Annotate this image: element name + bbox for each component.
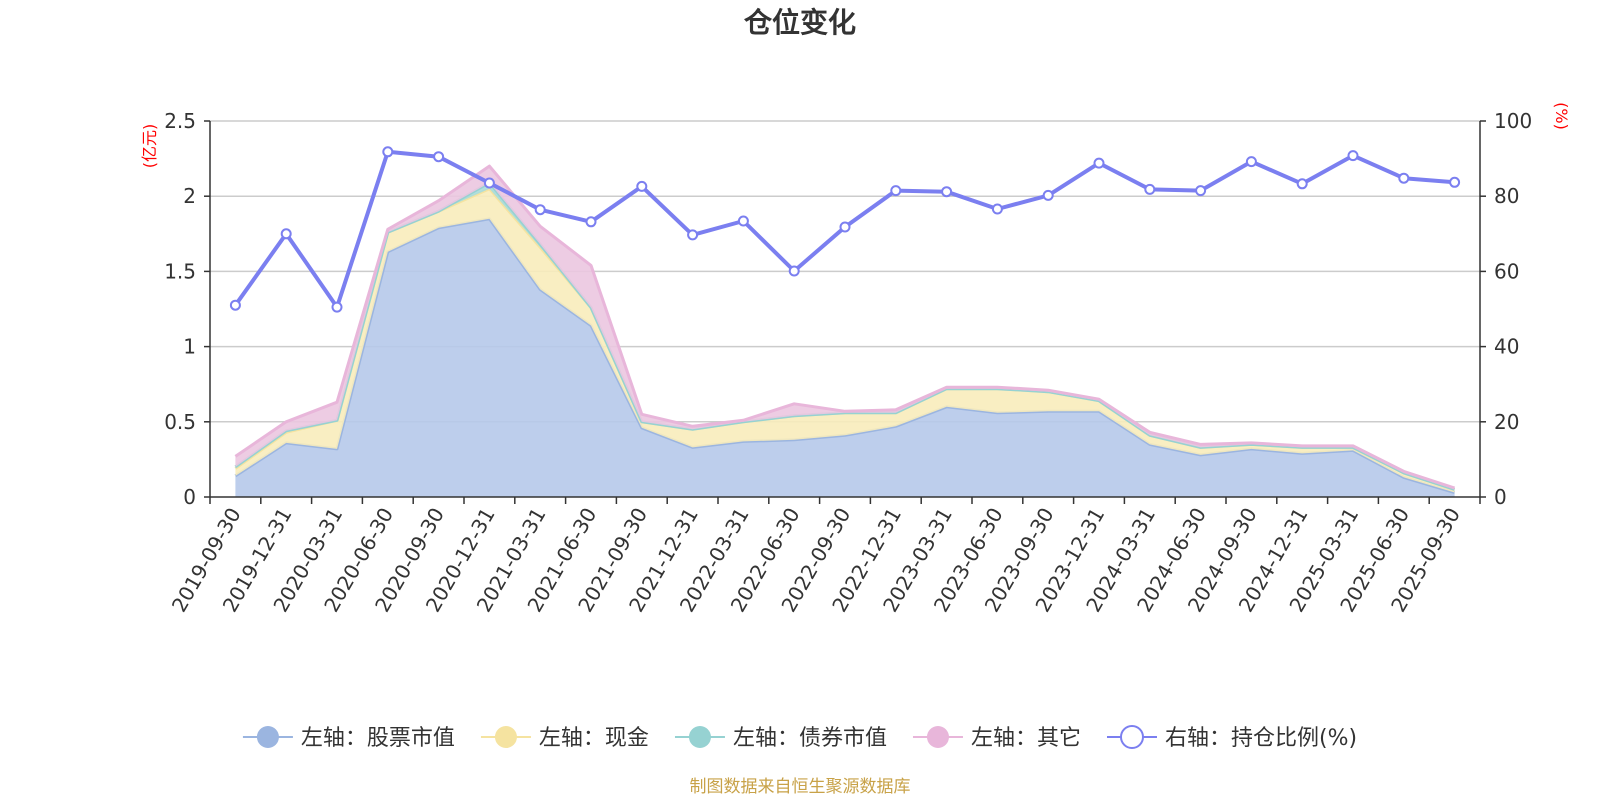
ratio-point (1245, 156, 1257, 168)
right-axis-tick-label: 0 (1494, 485, 1507, 509)
legend-label: 左轴：股票市值 (301, 726, 455, 751)
left-axis-tick-label: 0 (183, 485, 196, 509)
ratio-point (483, 177, 495, 189)
ratio-point (433, 151, 445, 163)
ratio-point (941, 186, 953, 198)
ratio-point (687, 229, 699, 241)
ratio-point (534, 204, 546, 216)
right-axis-tick-label: 20 (1494, 410, 1519, 434)
source-note: 制图数据来自恒生聚源数据库 (690, 777, 911, 797)
left-axis-tick-label: 1.5 (164, 259, 196, 283)
right-axis-tick-label: 80 (1494, 184, 1519, 208)
ratio-point (1042, 189, 1054, 201)
ratio-point (1347, 150, 1359, 162)
ratio-point (1093, 157, 1105, 169)
legend-symbol-dot (1119, 725, 1144, 749)
legend-symbol-dot (926, 726, 949, 748)
ratio-point (788, 265, 800, 277)
left-axis-tick-label: 2.5 (164, 109, 196, 133)
ratio-line (229, 146, 1461, 313)
left-axis-tick-label: 1 (183, 335, 196, 359)
ratio-point (1449, 176, 1461, 188)
area-series-2 (235, 188, 1455, 493)
right-axis-tick-label: 60 (1494, 259, 1519, 283)
stacked-areas (234, 164, 1456, 498)
area-series-1 (235, 218, 1455, 498)
right-axis-unit: (%) (1552, 102, 1571, 130)
ratio-point (737, 215, 749, 227)
right-axis-tick-label: 100 (1494, 109, 1532, 133)
legend-symbol-dot (494, 726, 517, 748)
legend-symbol-dot (688, 726, 711, 748)
ratio-point (1398, 172, 1410, 184)
left-axis-tick-label: 2 (183, 184, 196, 208)
area-series-4-edge (234, 164, 1456, 490)
ratio-point (991, 203, 1003, 215)
left-axis-unit: (亿元) (140, 124, 159, 169)
ratio-point (280, 228, 292, 240)
legend-label: 左轴：其它 (971, 726, 1081, 751)
ratio-point (890, 185, 902, 197)
legend-label: 左轴：现金 (539, 726, 649, 751)
legend: 左轴：股票市值 左轴：现金 左轴：债券市值 左轴：其它 右轴：持仓比例(%) (242, 725, 1357, 751)
ratio-point (1296, 178, 1308, 190)
right-axis-tick-label: 40 (1494, 335, 1519, 359)
ratio-point (1144, 183, 1156, 195)
left-axis-tick-label: 0.5 (164, 410, 196, 434)
ratio-point (839, 221, 851, 233)
ratio-point (331, 301, 343, 313)
ratio-point (229, 299, 241, 311)
ratio-point (585, 216, 597, 228)
chart-title: 仓位变化 (744, 6, 856, 39)
ratio-point (636, 180, 648, 192)
legend-symbol-dot (256, 726, 279, 748)
legend-label: 左轴：债券市值 (733, 726, 887, 751)
ratio-point (1195, 185, 1207, 197)
legend-label: 右轴：持仓比例(%) (1165, 726, 1357, 751)
ratio-point (382, 146, 394, 158)
